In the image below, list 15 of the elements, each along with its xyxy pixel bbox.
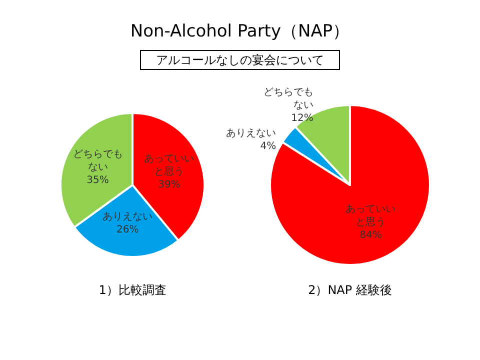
data-label: 26% xyxy=(116,224,139,236)
slice-label: どちらでもない xyxy=(263,87,314,111)
text: 1）比較調査 xyxy=(98,283,166,297)
slice-label: どちらでもない xyxy=(72,148,123,173)
slice-label: あっていいと思う xyxy=(144,153,194,178)
text: 2）NAP 経験後 xyxy=(308,283,392,297)
data-label: 84% xyxy=(360,230,382,242)
text: アルコールなしの宴会について xyxy=(156,53,324,67)
data-label: 39% xyxy=(158,179,180,190)
slice-label: ありえない xyxy=(102,212,153,223)
data-label: 4% xyxy=(260,141,276,152)
text: Non-Alcohol Party（NAP） xyxy=(130,22,350,42)
slice-label: ありえない xyxy=(226,128,276,139)
slice-label: あっていいと思う xyxy=(346,204,396,228)
data-label: 35% xyxy=(86,174,109,186)
